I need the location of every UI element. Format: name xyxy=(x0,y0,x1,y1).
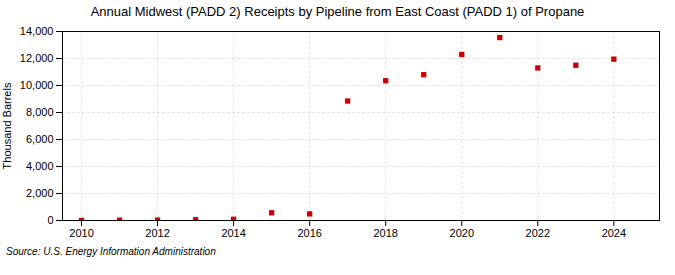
svg-text:2020: 2020 xyxy=(450,227,474,239)
svg-text:8,000: 8,000 xyxy=(26,106,54,118)
html-text:Source: U.S. Energy Informatio: Source: U.S. Energy Information Administ… xyxy=(6,246,216,257)
svg-text:2,000: 2,000 xyxy=(26,187,54,199)
html-text:Annual Midwest (PADD 2) Receip: Annual Midwest (PADD 2) Receipts by Pipe… xyxy=(90,4,585,19)
svg-text:Thousand Barrels: Thousand Barrels xyxy=(1,82,13,169)
svg-text:2014: 2014 xyxy=(221,227,245,239)
svg-text:2010: 2010 xyxy=(69,227,93,239)
svg-text:2024: 2024 xyxy=(602,227,626,239)
svg-text:12,000: 12,000 xyxy=(20,52,54,64)
svg-text:14,000: 14,000 xyxy=(20,25,54,37)
svg-text:0: 0 xyxy=(47,214,53,226)
svg-text:2022: 2022 xyxy=(526,227,550,239)
svg-text:2012: 2012 xyxy=(145,227,169,239)
svg-text:2016: 2016 xyxy=(297,227,321,239)
svg-text:6,000: 6,000 xyxy=(26,133,54,145)
svg-text:10,000: 10,000 xyxy=(20,79,54,91)
svg-text:4,000: 4,000 xyxy=(26,160,54,172)
svg-text:2018: 2018 xyxy=(373,227,397,239)
